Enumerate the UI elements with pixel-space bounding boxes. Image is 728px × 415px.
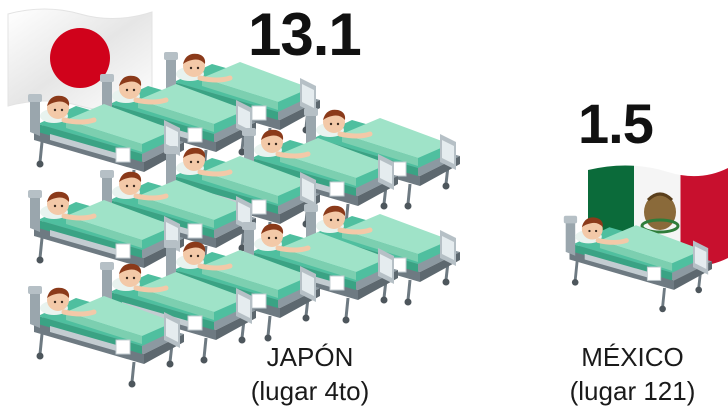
japan-label: JAPÓN (lugar 4to) xyxy=(225,340,395,408)
japan-flag-icon xyxy=(7,8,153,112)
japan-rank: (lugar 4to) xyxy=(250,376,370,406)
japan-value: 13.1 xyxy=(248,1,362,68)
mexico-rank: (lugar 121) xyxy=(569,376,696,406)
mexico-label: MÉXICO (lugar 121) xyxy=(545,340,720,408)
japan-country-name: JAPÓN xyxy=(266,342,354,372)
mexico-country-name: MÉXICO xyxy=(581,342,684,372)
mexico-value: 1.5 xyxy=(578,92,654,155)
